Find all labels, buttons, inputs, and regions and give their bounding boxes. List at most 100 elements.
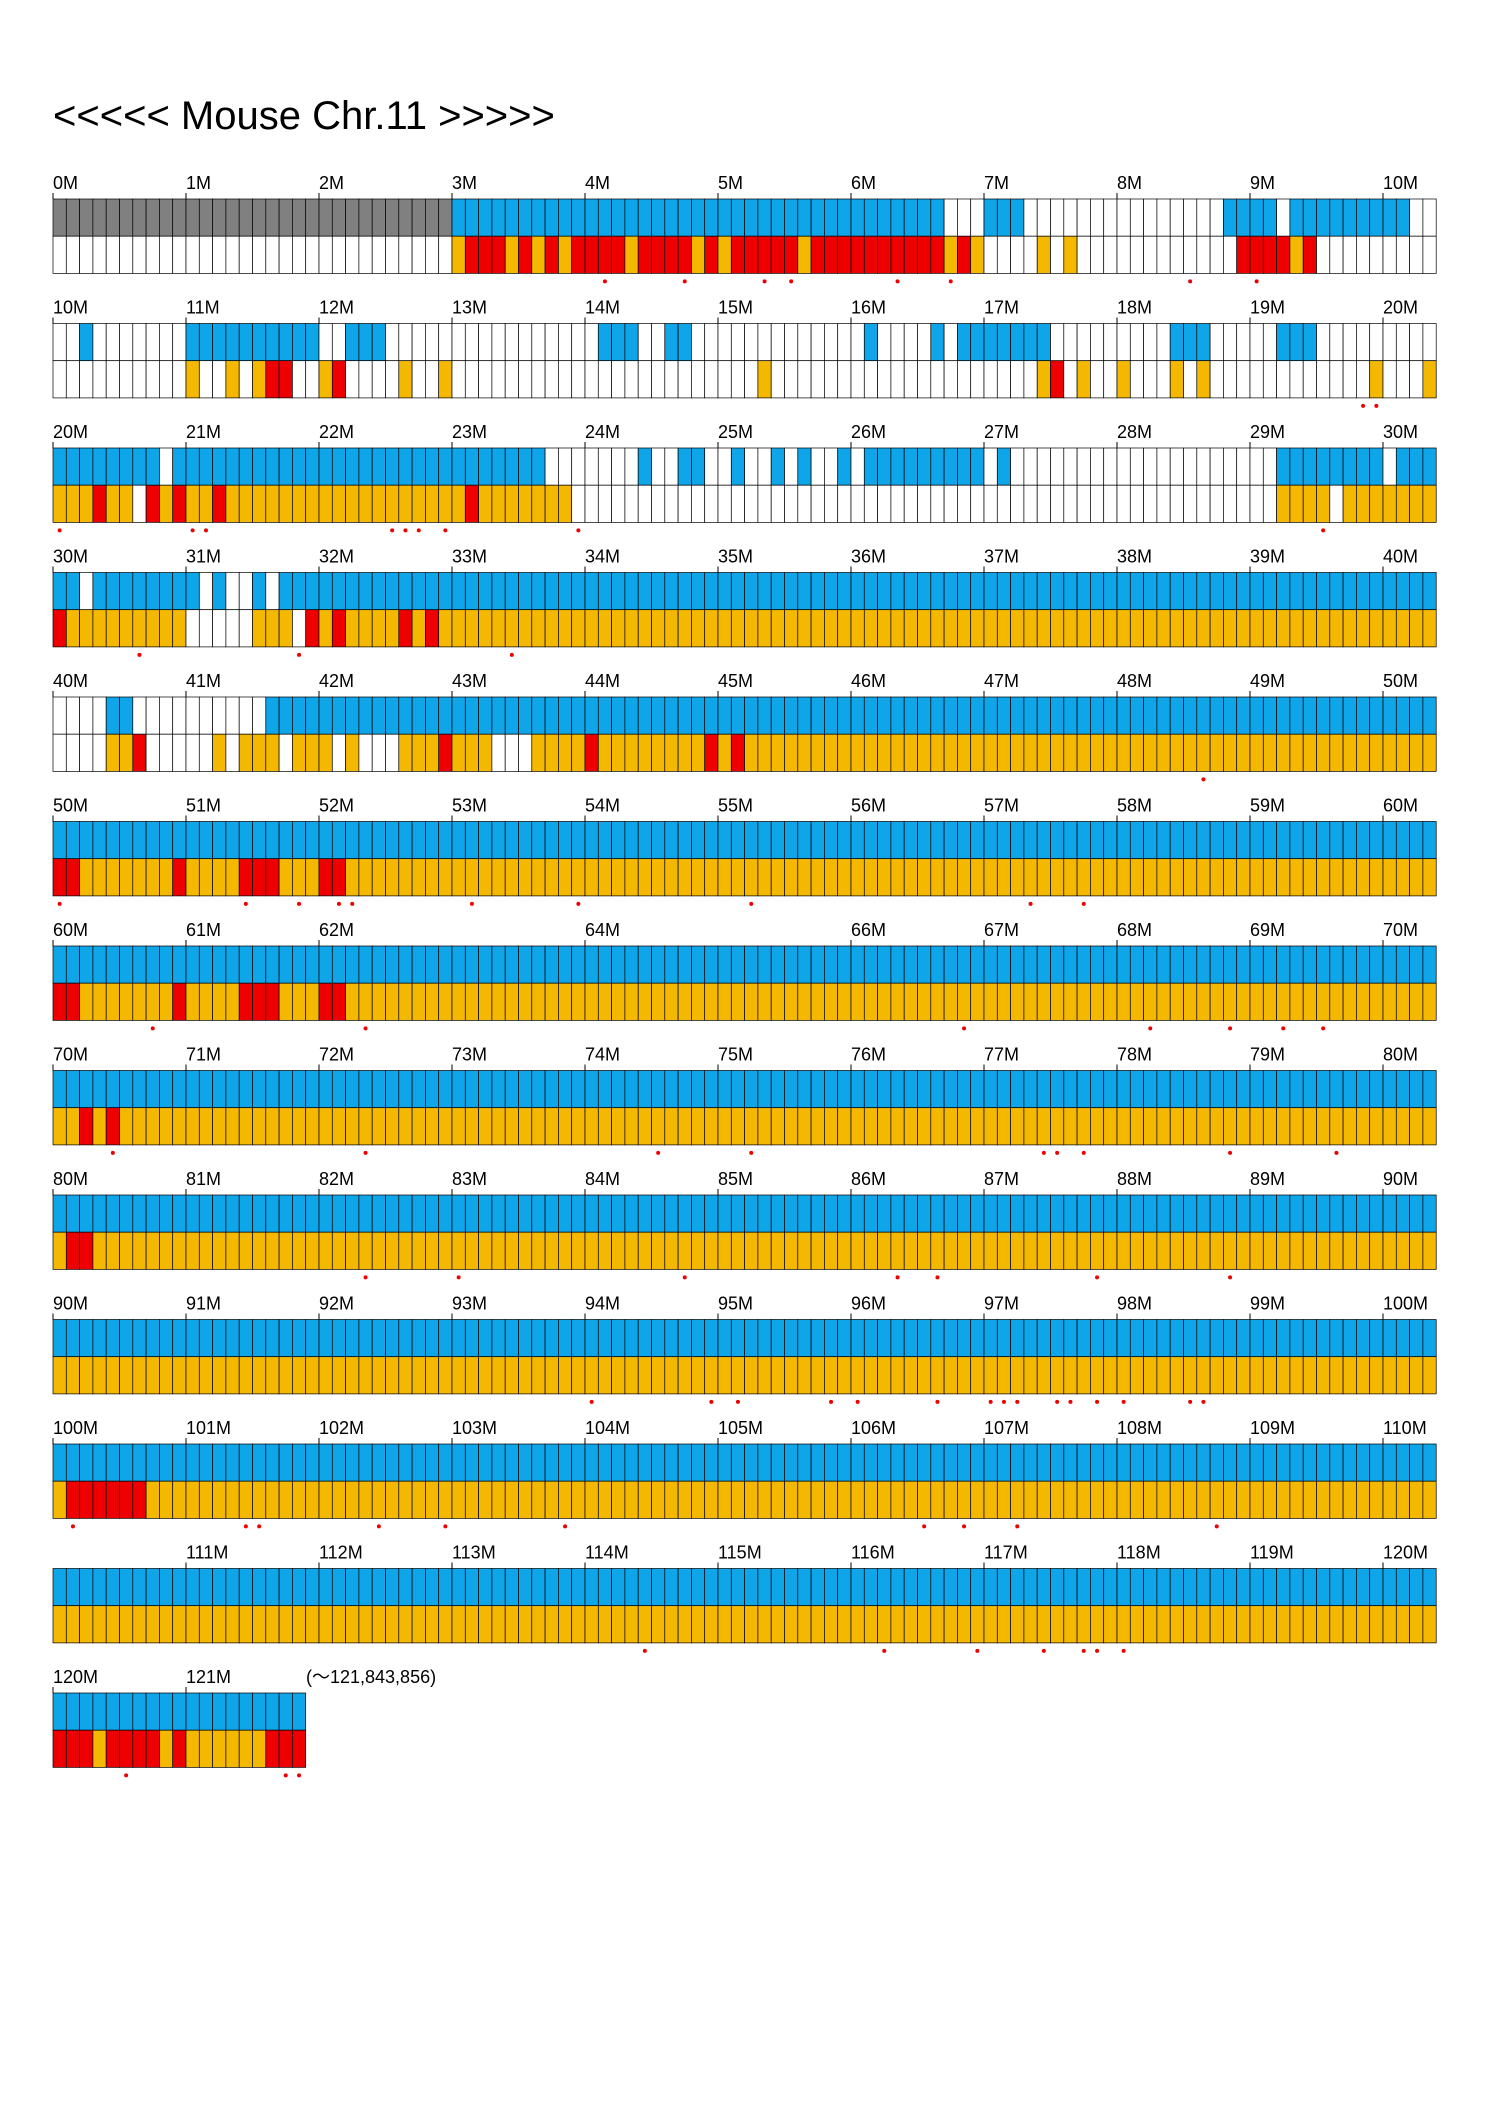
- bottom-cell: [145, 1231, 160, 1270]
- top-cell: [1156, 1443, 1171, 1482]
- marker-dot: [456, 1275, 461, 1280]
- top-cell: [159, 1692, 174, 1731]
- bottom-cell: [597, 982, 612, 1021]
- bottom-cell: [252, 1729, 267, 1768]
- bottom-cell: [730, 360, 745, 399]
- top-cell: [252, 323, 267, 362]
- top-cell: [265, 447, 280, 486]
- bottom-cell: [770, 1356, 785, 1395]
- bottom-cell: [345, 484, 360, 523]
- top-cell: [198, 1692, 213, 1731]
- top-cell: [345, 821, 360, 860]
- bottom-cell: [145, 360, 160, 399]
- top-cell: [1036, 1568, 1051, 1607]
- top-cell: [1209, 198, 1224, 237]
- bottom-cell: [1223, 484, 1238, 523]
- top-cell: [119, 821, 134, 860]
- bottom-cell: [1076, 1605, 1091, 1644]
- bottom-cell: [92, 858, 107, 897]
- bottom-cell: [1169, 360, 1184, 399]
- top-cell: [1276, 447, 1291, 486]
- top-cell: [464, 1443, 479, 1482]
- bottom-cell: [504, 235, 519, 274]
- bottom-cell: [571, 982, 586, 1021]
- top-cell: [651, 323, 666, 362]
- top-cell: [52, 821, 67, 860]
- top-cell: [917, 945, 932, 984]
- bottom-cell: [411, 1605, 426, 1644]
- top-cell: [1036, 198, 1051, 237]
- bottom-cell: [837, 1231, 852, 1270]
- bottom-cell: [212, 1356, 227, 1395]
- bottom-cell: [252, 982, 267, 1021]
- bottom-cell: [385, 1356, 400, 1395]
- bottom-cell: [358, 858, 373, 897]
- top-cell: [1129, 572, 1144, 611]
- bottom-cell: [278, 360, 293, 399]
- bottom-cell: [292, 235, 307, 274]
- top-cell: [1422, 1568, 1437, 1607]
- top-cell: [1249, 696, 1264, 735]
- bottom-cell: [558, 1356, 573, 1395]
- top-cell: [651, 447, 666, 486]
- top-cell: [957, 945, 972, 984]
- bottom-cell: [890, 235, 905, 274]
- bottom-cell: [1316, 982, 1331, 1021]
- bottom-cell: [1143, 1605, 1158, 1644]
- marker-dot: [935, 1399, 940, 1404]
- marker-dot: [988, 1399, 993, 1404]
- bottom-cell: [1196, 1480, 1211, 1519]
- bottom-cell: [1116, 1107, 1131, 1146]
- position-label: 45M: [718, 671, 753, 691]
- bottom-cell: [1209, 360, 1224, 399]
- top-cell: [1129, 1319, 1144, 1358]
- top-cell: [119, 1194, 134, 1233]
- top-cell: [371, 1070, 386, 1109]
- bottom-cell: [757, 858, 772, 897]
- top-cell: [996, 821, 1011, 860]
- top-cell: [983, 1194, 998, 1233]
- top-cell: [850, 1194, 865, 1233]
- top-cell: [159, 1443, 174, 1482]
- top-cell: [1409, 1194, 1424, 1233]
- bottom-cell: [1183, 1605, 1198, 1644]
- top-cell: [1143, 1568, 1158, 1607]
- bottom-cell: [478, 1107, 493, 1146]
- bottom-cell: [464, 733, 479, 772]
- marker-dot: [1228, 1026, 1233, 1031]
- bottom-cell: [850, 1231, 865, 1270]
- top-cell: [491, 696, 506, 735]
- top-cell: [624, 696, 639, 735]
- bottom-cell: [558, 1480, 573, 1519]
- bottom-cell: [558, 733, 573, 772]
- top-cell: [52, 1319, 67, 1358]
- bottom-cell: [691, 1107, 706, 1146]
- bottom-cell: [1129, 484, 1144, 523]
- top-cell: [770, 1568, 785, 1607]
- top-cell: [810, 1070, 825, 1109]
- bottom-cell: [983, 1356, 998, 1395]
- top-cell: [824, 821, 839, 860]
- top-cell: [544, 945, 559, 984]
- top-cell: [438, 945, 453, 984]
- bottom-cell: [198, 982, 213, 1021]
- bottom-cell: [198, 609, 213, 648]
- top-cell: [863, 1319, 878, 1358]
- top-cell: [651, 821, 666, 860]
- top-cell: [1316, 1319, 1331, 1358]
- bottom-cell: [1116, 360, 1131, 399]
- marker-dot: [682, 279, 687, 284]
- marker-dot: [243, 901, 248, 906]
- top-cell: [943, 1194, 958, 1233]
- bottom-cell: [797, 1356, 812, 1395]
- bottom-cell: [903, 982, 918, 1021]
- bottom-cell: [119, 1356, 134, 1395]
- bottom-cell: [385, 733, 400, 772]
- bottom-cell: [411, 1480, 426, 1519]
- bottom-cell: [1236, 1605, 1251, 1644]
- bottom-cell: [105, 982, 120, 1021]
- bottom-cell: [584, 1356, 599, 1395]
- top-cell: [185, 821, 200, 860]
- bottom-cell: [119, 1107, 134, 1146]
- bottom-cell: [1209, 1107, 1224, 1146]
